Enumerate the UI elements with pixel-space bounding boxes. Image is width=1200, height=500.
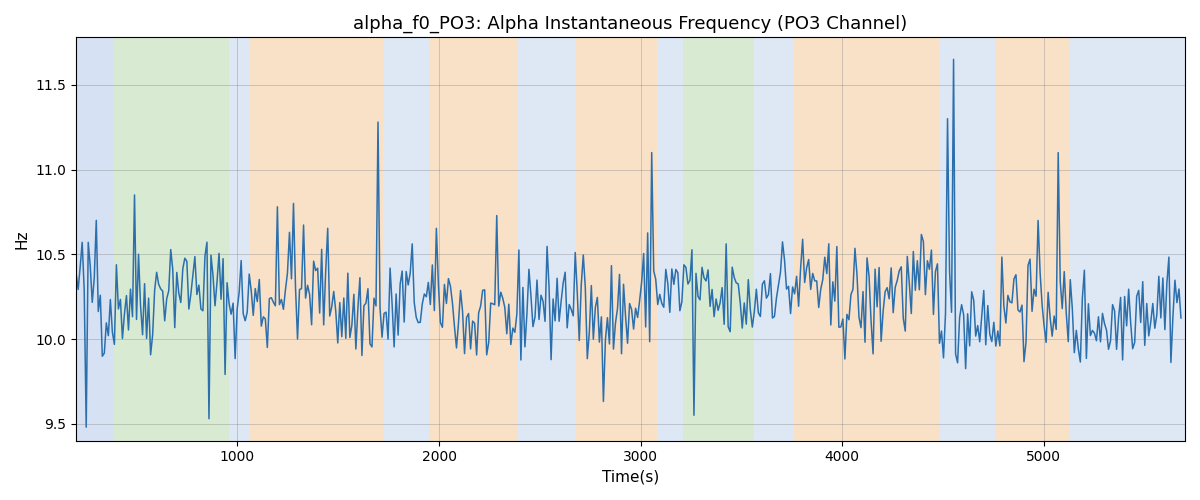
Y-axis label: Hz: Hz [14, 230, 30, 249]
Title: alpha_f0_PO3: Alpha Instantaneous Frequency (PO3 Channel): alpha_f0_PO3: Alpha Instantaneous Freque… [354, 15, 907, 34]
X-axis label: Time(s): Time(s) [602, 470, 659, 485]
Bar [576, 38, 656, 440]
Bar [250, 38, 383, 440]
Bar [229, 38, 250, 440]
Bar [76, 38, 114, 440]
Bar [383, 38, 428, 440]
Bar [517, 38, 576, 440]
Bar [683, 38, 754, 440]
Bar [754, 38, 794, 440]
Bar [794, 38, 940, 440]
Bar [940, 38, 996, 440]
Bar [656, 38, 683, 440]
Bar [428, 38, 517, 440]
Bar [1070, 38, 1186, 440]
Bar [114, 38, 229, 440]
Bar [996, 38, 1070, 440]
